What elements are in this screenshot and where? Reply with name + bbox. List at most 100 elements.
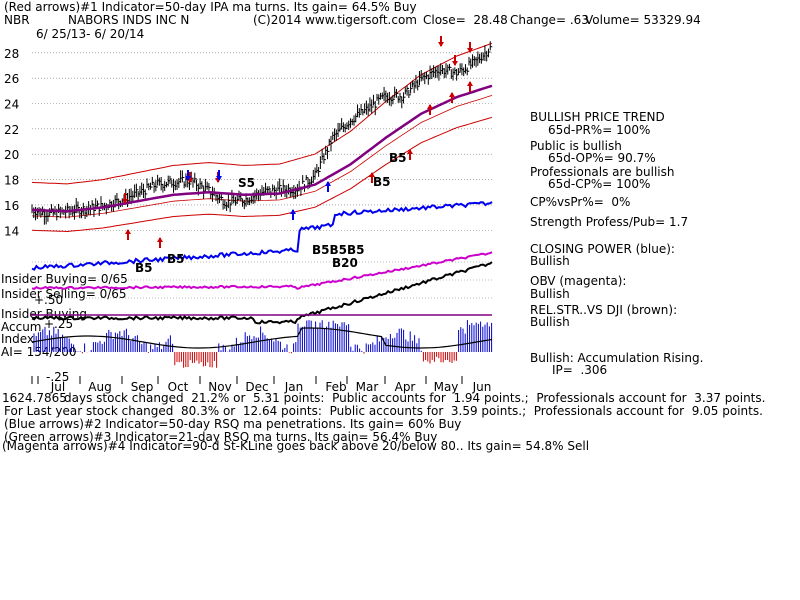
pros-cp: 65d-CP%= 100%	[548, 177, 651, 191]
down-arrow	[407, 149, 413, 160]
price-bars	[31, 41, 493, 225]
signal-label: B5	[167, 252, 185, 266]
down-arrow	[125, 229, 131, 240]
arrow-head	[467, 48, 473, 53]
x-tick-label: Nov	[208, 380, 231, 394]
signal-label: B20	[332, 256, 358, 270]
y-axis-ticks: 14 16 18 20 22 24 26 28	[4, 47, 19, 238]
obv-line	[31, 251, 493, 290]
cp-vs-pr: CP%vsPr%= 0%	[530, 195, 631, 209]
up-arrow	[452, 55, 458, 66]
y-tick-label: 20	[4, 148, 19, 162]
y-tick-label: 28	[4, 47, 19, 61]
down-arrow	[427, 104, 433, 115]
arrow-head	[369, 172, 375, 177]
public-status: Public is bullish	[530, 139, 622, 153]
moving-average	[31, 84, 493, 213]
arrow-head	[407, 149, 413, 154]
x-tick-label: Aug	[88, 380, 111, 394]
x-axis-ticks: Jul Aug Sep Oct Nov Dec Jan Feb Mar Apr May Jun	[31, 376, 492, 394]
footer-line4: (Green arrows)#3 Indicator=21-day RSQ ma…	[4, 430, 438, 444]
index-label: Index	[1, 332, 35, 346]
up-arrow	[216, 170, 222, 181]
arrow-head	[290, 209, 296, 214]
x-tick-label: Jun	[472, 380, 492, 394]
accum-label: Accum	[1, 320, 42, 334]
pros-status: Professionals are bullish	[530, 165, 675, 179]
close-value: Close= 28.48	[423, 13, 508, 27]
down-arrow	[157, 237, 163, 248]
footer-line2: For Last year stock changed 80.3% or 12.…	[4, 404, 763, 418]
closing-power-line	[31, 201, 493, 271]
x-tick-label: Dec	[245, 380, 268, 394]
x-tick-label: Jul	[50, 380, 65, 394]
x-tick-label: Mar	[356, 380, 379, 394]
y-tick-label: 18	[4, 174, 19, 188]
strength-ratio: Strength Profess/Pub= 1.7	[530, 215, 689, 229]
volume-value: Volume= 53329.94	[585, 13, 701, 27]
y-tick-label: 26	[4, 72, 19, 86]
relstr-value: Bullish	[530, 315, 570, 329]
up-arrow	[122, 193, 128, 204]
footer-line1-prefix: 1624.7865	[2, 391, 67, 405]
x-tick-label: Apr	[395, 380, 416, 394]
down-arrow	[369, 172, 375, 183]
x-tick-label: Oct	[168, 380, 189, 394]
signal-label: B5	[135, 261, 153, 275]
accum-ma-line	[31, 327, 493, 349]
insider-buying-label: Insider Buying= 0/65	[1, 272, 128, 286]
public-op: 65d-OP%= 90.7%	[548, 151, 656, 165]
down-arrow	[467, 81, 473, 92]
arrow-head	[467, 81, 473, 86]
date-range: 6/ 25/13- 6/ 20/14	[36, 27, 145, 41]
signal-label: B5	[389, 151, 407, 165]
obv-value: Bullish	[530, 287, 570, 301]
arrow-head	[125, 229, 131, 234]
y-tick-label: 24	[4, 98, 19, 112]
x-tick-label: May	[434, 380, 459, 394]
accumulation-histogram	[31, 320, 493, 368]
footer-line3: (Blue arrows)#2 Indicator=50-day RSQ ma …	[4, 417, 462, 431]
ip-value: IP= .306	[552, 363, 608, 377]
copyright: (C)2014 www.tigersoft.com	[253, 13, 417, 27]
signal-arrows	[122, 36, 473, 248]
trend-title: BULLISH PRICE TREND	[530, 110, 665, 124]
y-tick-label: 14	[4, 224, 19, 238]
plus25-label: +.25	[44, 317, 74, 331]
arrow-head	[449, 92, 455, 97]
price-pr: 65d-PR%= 100%	[548, 123, 651, 137]
insider-selling-label: Insider Selling= 0/65	[1, 287, 127, 301]
arrow-head	[122, 199, 128, 204]
arrow-head	[452, 61, 458, 66]
plus50-label: +.50	[34, 293, 64, 307]
change-value: Change= .63	[510, 13, 589, 27]
ticker-symbol: NBR	[4, 13, 30, 27]
accum-status: Bullish: Accumulation Rising.	[530, 351, 704, 365]
closing-power-value: Bullish	[530, 254, 570, 268]
down-arrow	[325, 181, 331, 192]
up-arrow	[467, 42, 473, 53]
x-tick-label: Feb	[325, 380, 346, 394]
down-arrow	[449, 92, 455, 103]
y-tick-label: 22	[4, 123, 19, 137]
closing-power-label: CLOSING POWER (blue):	[530, 242, 675, 256]
arrow-head	[185, 176, 191, 181]
arrow-head	[427, 104, 433, 109]
signal-label: S5	[238, 176, 255, 190]
obv-label: OBV (magenta):	[530, 274, 627, 288]
footer-line1: days stock changed 21.2% or 5.31 points:…	[64, 391, 766, 405]
upper-band	[31, 42, 493, 185]
arrow-head	[325, 181, 331, 186]
company-name: NABORS INDS INC N	[68, 13, 190, 27]
down-arrow	[290, 209, 296, 220]
relstr-line	[31, 261, 493, 325]
grid	[32, 52, 492, 299]
footer-line5: (Magenta arrows)#4 Indicator=90-d St-KLi…	[2, 439, 590, 453]
lower-band	[31, 116, 493, 233]
arrow-head	[438, 42, 444, 47]
bands	[31, 42, 493, 233]
y-tick-label: 16	[4, 199, 19, 213]
indicator-1-line: (Red arrows)#1 Indicator=50-day IPA ma t…	[4, 0, 417, 14]
